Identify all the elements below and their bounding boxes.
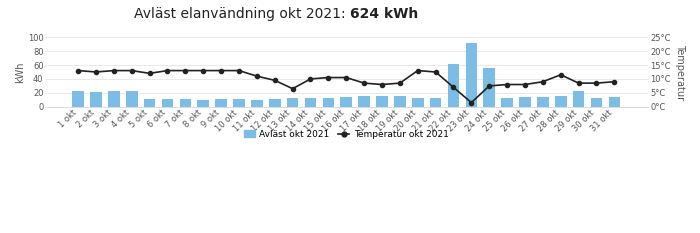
Bar <box>340 97 352 107</box>
Bar <box>216 99 227 107</box>
Bar <box>430 98 442 107</box>
Bar <box>287 98 298 107</box>
Bar <box>573 92 584 107</box>
Bar <box>376 96 388 107</box>
Bar <box>72 92 84 107</box>
Y-axis label: Temperatur: Temperatur <box>675 44 685 100</box>
Bar <box>108 92 120 107</box>
Bar <box>323 98 334 107</box>
Y-axis label: kWh: kWh <box>15 61 25 83</box>
Bar <box>197 100 209 107</box>
Legend: Avläst okt 2021, Temperatur okt 2021: Avläst okt 2021, Temperatur okt 2021 <box>240 127 452 143</box>
Bar <box>519 97 531 107</box>
Bar <box>144 99 155 107</box>
Bar <box>304 98 316 107</box>
Bar <box>591 98 602 107</box>
Bar <box>412 98 424 107</box>
Bar <box>448 64 459 107</box>
Text: 624 kWh: 624 kWh <box>350 7 419 21</box>
Bar <box>233 99 245 107</box>
Bar <box>501 98 513 107</box>
Bar <box>394 96 406 107</box>
Bar <box>90 92 101 107</box>
Bar <box>484 69 495 107</box>
Text: Avläst elanvändning okt 2021:: Avläst elanvändning okt 2021: <box>134 7 350 21</box>
Bar <box>358 96 370 107</box>
Bar <box>555 96 566 107</box>
Bar <box>162 99 174 107</box>
Bar <box>126 92 138 107</box>
Bar <box>608 97 620 107</box>
Bar <box>466 43 477 107</box>
Bar <box>269 99 281 107</box>
Bar <box>537 97 549 107</box>
Bar <box>180 99 191 107</box>
Bar <box>251 100 262 107</box>
